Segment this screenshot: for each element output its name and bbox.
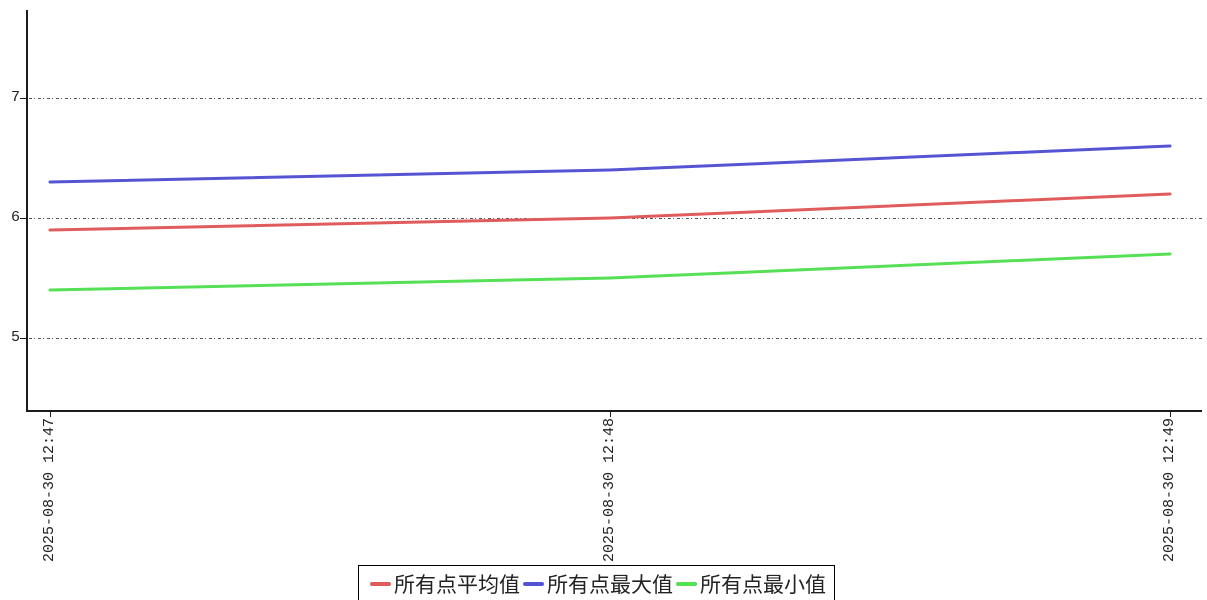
y-axis-line (26, 10, 28, 412)
legend-item-max: 所有点最大值 (520, 569, 673, 599)
legend: 所有点平均值 所有点最大值 所有点最小值 (358, 565, 835, 600)
legend-swatch-max (523, 581, 544, 586)
x-tick-mark (610, 412, 611, 417)
legend-label-min: 所有点最小值 (700, 572, 826, 597)
y-tick-label: 5 (10, 329, 20, 346)
x-tick-mark (50, 412, 51, 417)
x-axis-line (26, 410, 1202, 412)
y-tick-label: 7 (10, 89, 20, 106)
series-line-average (48, 192, 1172, 232)
legend-swatch-average (370, 581, 391, 586)
series-line-max (48, 144, 1172, 184)
legend-label-average: 所有点平均值 (394, 572, 520, 597)
legend-item-min: 所有点最小值 (673, 569, 826, 599)
legend-swatch-min (676, 581, 697, 586)
y-tick-mark (20, 338, 27, 339)
legend-label-max: 所有点最大值 (547, 572, 673, 597)
gridline-y-7 (29, 98, 1202, 99)
gridline-y-5 (29, 338, 1202, 339)
y-tick-label: 6 (10, 209, 20, 226)
series-line-min (48, 252, 1172, 292)
y-tick-mark (20, 218, 27, 219)
x-tick-mark (1170, 412, 1171, 417)
y-tick-mark (20, 98, 27, 99)
legend-item-average: 所有点平均值 (367, 569, 520, 599)
